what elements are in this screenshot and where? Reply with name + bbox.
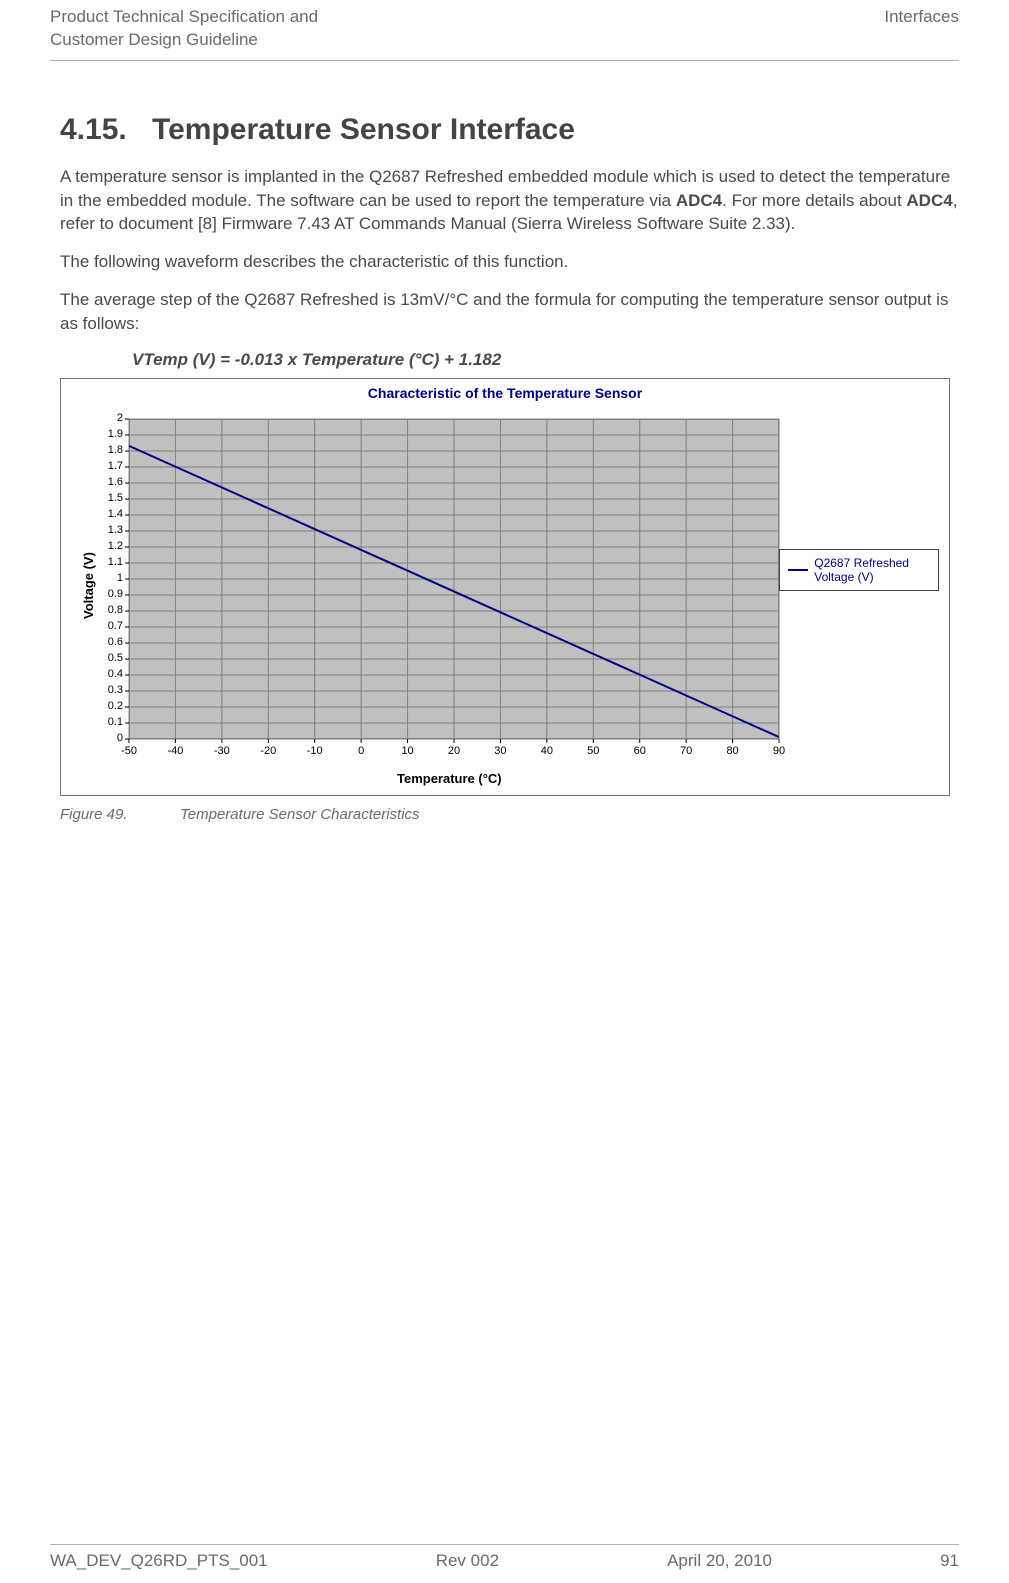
paragraph-1: A temperature sensor is implanted in the… <box>60 165 959 236</box>
figure-caption: Figure 49.Temperature Sensor Characteris… <box>60 806 959 823</box>
y-axis-label: Voltage (V) <box>81 552 96 619</box>
header-left-line2: Customer Design Guideline <box>50 29 318 52</box>
footer-doc: WA_DEV_Q26RD_PTS_001 <box>50 1551 268 1571</box>
chart-plot-area <box>129 419 779 739</box>
figure-frame: Characteristic of the Temperature Sensor… <box>60 378 950 796</box>
page-header: Product Technical Specification and Cust… <box>50 0 959 52</box>
legend-text: Q2687 Refreshed Voltage (V) <box>814 556 928 585</box>
footer-date: April 20, 2010 <box>667 1551 772 1571</box>
legend-line-icon <box>788 569 808 571</box>
header-left: Product Technical Specification and Cust… <box>50 6 318 52</box>
chart-title: Characteristic of the Temperature Sensor <box>61 385 949 401</box>
header-right: Interfaces <box>884 6 959 52</box>
paragraph-2: The following waveform describes the cha… <box>60 250 959 274</box>
figure-number: Figure 49. <box>60 806 180 823</box>
paragraph-3: The average step of the Q2687 Refreshed … <box>60 288 959 336</box>
section-title: 4.15.Temperature Sensor Interface <box>60 113 959 147</box>
content-block: A temperature sensor is implanted in the… <box>50 165 959 336</box>
chart-legend: Q2687 Refreshed Voltage (V) <box>779 549 939 592</box>
section-title-text: Temperature Sensor Interface <box>152 113 575 146</box>
page-footer: WA_DEV_Q26RD_PTS_001 Rev 002 April 20, 2… <box>50 1544 959 1571</box>
x-axis-label: Temperature (°C) <box>397 771 502 786</box>
footer-divider <box>50 1544 959 1545</box>
header-left-line1: Product Technical Specification and <box>50 6 318 29</box>
section-number: 4.15. <box>60 113 152 147</box>
footer-rev: Rev 002 <box>436 1551 499 1571</box>
formula-text: VTemp (V) = -0.013 x Temperature (°C) + … <box>132 350 959 370</box>
header-divider <box>50 60 959 61</box>
figure-caption-text: Temperature Sensor Characteristics <box>180 806 420 823</box>
footer-page: 91 <box>940 1551 959 1571</box>
footer-row: WA_DEV_Q26RD_PTS_001 Rev 002 April 20, 2… <box>50 1551 959 1571</box>
